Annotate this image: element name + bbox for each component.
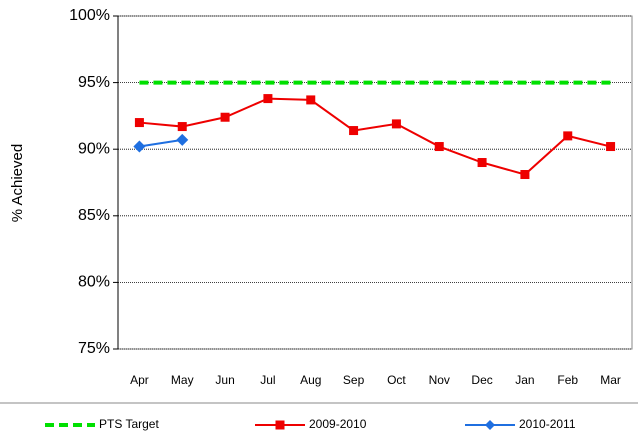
x-tick-label: Nov bbox=[429, 373, 450, 387]
x-tick-label: Mar bbox=[600, 373, 621, 387]
x-tick-label: Aug bbox=[300, 373, 321, 387]
marker bbox=[133, 140, 146, 153]
y-tick-label: 100% bbox=[69, 7, 110, 24]
series-line bbox=[139, 138, 183, 148]
y-tick-label: 80% bbox=[78, 274, 110, 291]
series-line bbox=[139, 97, 611, 176]
marker bbox=[349, 126, 359, 136]
marker bbox=[306, 95, 316, 105]
marker bbox=[263, 94, 273, 104]
legend-label: PTS Target bbox=[99, 417, 159, 431]
marker bbox=[434, 142, 444, 152]
x-tick-label: May bbox=[171, 373, 194, 387]
x-tick-label: Dec bbox=[471, 373, 492, 387]
legend-marker bbox=[485, 420, 495, 430]
legend-marker bbox=[275, 420, 285, 430]
legend-label: 2010-2011 bbox=[519, 417, 576, 431]
marker bbox=[177, 122, 187, 132]
y-axis-label: % Achieved bbox=[9, 144, 26, 222]
marker bbox=[176, 133, 189, 146]
marker bbox=[606, 142, 616, 152]
y-tick-label: 75% bbox=[78, 340, 110, 357]
y-tick-label: 85% bbox=[78, 207, 110, 224]
x-tick-label: Jul bbox=[260, 373, 275, 387]
marker bbox=[391, 119, 401, 129]
x-tick-label: Sep bbox=[343, 373, 365, 387]
marker bbox=[220, 112, 230, 122]
x-tick-label: Jan bbox=[515, 373, 534, 387]
x-tick-label: Apr bbox=[130, 373, 149, 387]
x-tick-label: Feb bbox=[557, 373, 578, 387]
marker bbox=[134, 118, 144, 128]
legend-label: 2009-2010 bbox=[309, 417, 367, 431]
marker bbox=[563, 131, 573, 141]
x-tick-label: Oct bbox=[387, 373, 406, 387]
marker bbox=[520, 170, 530, 180]
marker bbox=[477, 158, 487, 168]
y-tick-label: 90% bbox=[78, 140, 110, 157]
y-tick-label: 95% bbox=[78, 74, 110, 91]
x-tick-label: Jun bbox=[215, 373, 234, 387]
